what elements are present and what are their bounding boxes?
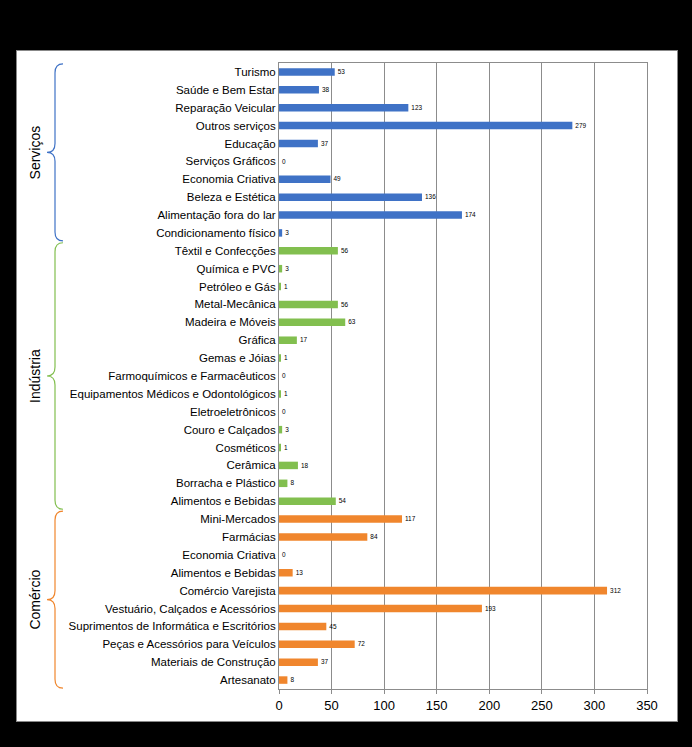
svg-text:Peças e Acessórios para Veícul: Peças e Acessórios para Veículos xyxy=(102,638,275,650)
svg-text:1: 1 xyxy=(284,354,288,361)
svg-text:312: 312 xyxy=(610,587,621,594)
svg-text:Economia Criativa: Economia Criativa xyxy=(182,173,276,185)
svg-text:1: 1 xyxy=(284,444,288,451)
svg-text:300: 300 xyxy=(584,698,606,713)
svg-text:0: 0 xyxy=(282,408,286,415)
svg-text:Suprimentos de Informática e E: Suprimentos de Informática e Escritórios xyxy=(69,620,276,632)
svg-text:Couro e Calçados: Couro e Calçados xyxy=(184,424,276,436)
svg-text:Turismo: Turismo xyxy=(235,66,276,78)
svg-text:174: 174 xyxy=(465,211,476,218)
svg-text:Borracha e Plástico: Borracha e Plástico xyxy=(176,477,276,489)
svg-text:18: 18 xyxy=(301,462,309,469)
svg-text:1: 1 xyxy=(284,390,288,397)
svg-text:Vestuário, Calçados e Acessóri: Vestuário, Calçados e Acessórios xyxy=(105,603,276,615)
svg-text:Têxtil e Confecções: Têxtil e Confecções xyxy=(175,245,276,257)
svg-text:350: 350 xyxy=(636,698,658,713)
svg-text:84: 84 xyxy=(370,533,378,540)
svg-text:0: 0 xyxy=(282,372,286,379)
svg-text:250: 250 xyxy=(531,698,553,713)
svg-text:Gráfica: Gráfica xyxy=(239,334,277,346)
svg-text:117: 117 xyxy=(405,515,416,522)
svg-text:Indústria: Indústria xyxy=(27,349,43,403)
svg-text:Serviços: Serviços xyxy=(27,126,43,180)
svg-text:Gemas e Jóias: Gemas e Jóias xyxy=(199,352,276,364)
svg-text:100: 100 xyxy=(373,698,395,713)
svg-text:Economia Criativa: Economia Criativa xyxy=(182,549,276,561)
svg-text:17: 17 xyxy=(300,336,308,343)
svg-text:Educação: Educação xyxy=(225,138,276,150)
svg-text:Petróleo e Gás: Petróleo e Gás xyxy=(199,281,276,293)
svg-text:49: 49 xyxy=(334,175,342,182)
svg-text:Cerâmica: Cerâmica xyxy=(226,459,276,471)
svg-text:37: 37 xyxy=(321,140,329,147)
svg-text:Alimentação fora do lar: Alimentação fora do lar xyxy=(157,209,275,221)
svg-text:37: 37 xyxy=(321,658,329,665)
svg-text:136: 136 xyxy=(425,193,436,200)
svg-text:56: 56 xyxy=(341,301,349,308)
svg-text:45: 45 xyxy=(329,623,337,630)
svg-text:50: 50 xyxy=(324,698,338,713)
svg-text:3: 3 xyxy=(285,265,289,272)
svg-text:Serviços Gráficos: Serviços Gráficos xyxy=(186,155,276,167)
svg-text:8: 8 xyxy=(290,479,294,486)
svg-text:Artesanato: Artesanato xyxy=(220,674,276,686)
svg-text:Cosméticos: Cosméticos xyxy=(216,442,276,454)
svg-text:Madeira e Móveis: Madeira e Móveis xyxy=(185,316,276,328)
svg-text:3: 3 xyxy=(285,229,289,236)
svg-text:63: 63 xyxy=(348,318,356,325)
svg-text:Eletroeletrônicos: Eletroeletrônicos xyxy=(190,406,276,418)
svg-text:3: 3 xyxy=(285,426,289,433)
svg-text:1: 1 xyxy=(284,283,288,290)
svg-text:Comércio Varejista: Comércio Varejista xyxy=(179,585,276,597)
svg-text:13: 13 xyxy=(296,569,304,576)
svg-text:279: 279 xyxy=(575,122,586,129)
svg-text:0: 0 xyxy=(282,158,286,165)
svg-text:Reparação Veicular: Reparação Veicular xyxy=(175,102,276,114)
svg-text:200: 200 xyxy=(478,698,500,713)
svg-text:0: 0 xyxy=(275,698,282,713)
svg-text:193: 193 xyxy=(485,605,496,612)
svg-text:Saúde e Bem Estar: Saúde e Bem Estar xyxy=(176,84,276,96)
svg-text:Farmácias: Farmácias xyxy=(222,531,276,543)
svg-text:54: 54 xyxy=(339,497,347,504)
svg-text:Equipamentos Médicos e Odontol: Equipamentos Médicos e Odontológicos xyxy=(70,388,276,400)
svg-text:38: 38 xyxy=(322,86,330,93)
svg-text:Alimentos e Bebidas: Alimentos e Bebidas xyxy=(171,567,276,579)
svg-text:Beleza e Estética: Beleza e Estética xyxy=(187,191,276,203)
svg-text:Farmoquímicos e Farmacêuticos: Farmoquímicos e Farmacêuticos xyxy=(108,370,276,382)
svg-text:8: 8 xyxy=(290,676,294,683)
svg-text:56: 56 xyxy=(341,247,349,254)
svg-text:Outros serviços: Outros serviços xyxy=(196,120,276,132)
svg-text:Condicionamento físico: Condicionamento físico xyxy=(156,227,276,239)
svg-text:Mini-Mercados: Mini-Mercados xyxy=(200,513,276,525)
svg-text:Materiais de Construção: Materiais de Construção xyxy=(151,656,276,668)
svg-text:150: 150 xyxy=(426,698,448,713)
svg-text:53: 53 xyxy=(338,68,346,75)
svg-text:Metal-Mecânica: Metal-Mecânica xyxy=(195,298,277,310)
svg-text:Alimentos e Bebidas: Alimentos e Bebidas xyxy=(171,495,276,507)
svg-text:72: 72 xyxy=(358,640,366,647)
svg-text:Química e PVC: Química e PVC xyxy=(196,263,275,275)
svg-text:0: 0 xyxy=(282,551,286,558)
svg-text:Comércio: Comércio xyxy=(27,569,43,629)
svg-text:123: 123 xyxy=(411,104,422,111)
